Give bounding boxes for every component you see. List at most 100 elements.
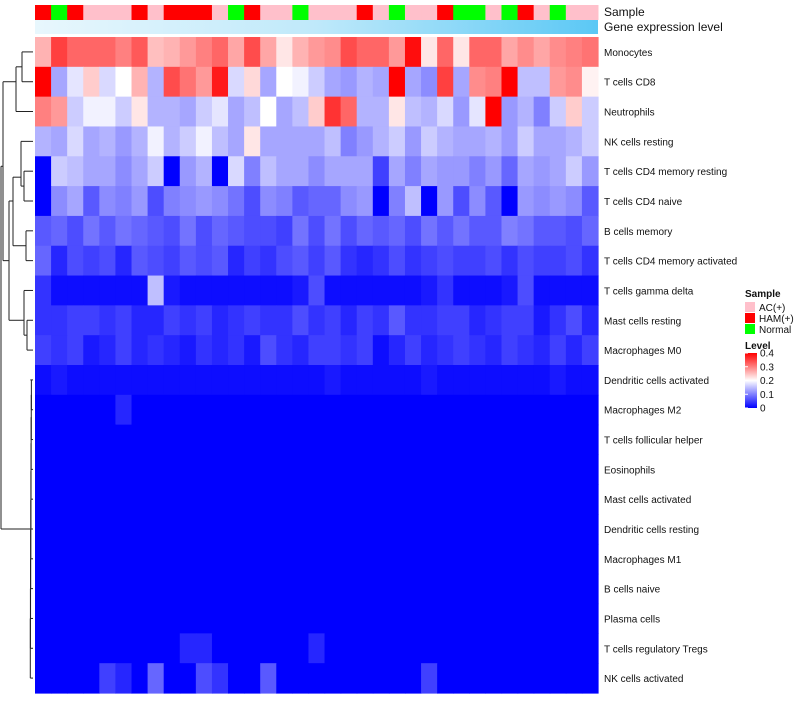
heatmap-cell xyxy=(211,126,229,157)
heatmap-cell xyxy=(421,543,438,575)
heatmap-cell xyxy=(324,514,342,545)
heatmap-cell xyxy=(67,365,84,396)
gene-expression-bar xyxy=(35,20,598,34)
heatmap-cell xyxy=(501,365,519,396)
heatmap-cell xyxy=(533,275,551,306)
heatmap-cell xyxy=(533,305,551,336)
heatmap-cell xyxy=(195,186,213,217)
heatmap-cell xyxy=(115,454,133,485)
heatmap-cell xyxy=(163,245,181,277)
heatmap-cell xyxy=(67,663,84,694)
heatmap-cell xyxy=(581,156,599,187)
heatmap-cell xyxy=(195,484,213,515)
heatmap-cell xyxy=(308,424,326,456)
heatmap-cell xyxy=(437,543,454,575)
heatmap-cell xyxy=(308,484,326,515)
sample-annotation-cell xyxy=(437,5,454,20)
heatmap-cell xyxy=(115,424,133,456)
heatmap-cell xyxy=(131,394,149,426)
heatmap-cell xyxy=(517,275,535,306)
heatmap-cell xyxy=(453,663,470,694)
heatmap-cell xyxy=(67,156,84,187)
heatmap-cell xyxy=(565,126,583,157)
heatmap-cell xyxy=(131,424,149,456)
heatmap-cell xyxy=(147,573,165,605)
heatmap-cell xyxy=(324,37,342,68)
row-label: Dendritic cells activated xyxy=(604,376,709,387)
heatmap-cell xyxy=(533,215,551,247)
heatmap-cell xyxy=(131,663,149,694)
heatmap-cell xyxy=(260,66,277,98)
sample-annotation-cell xyxy=(340,5,358,20)
heatmap-cell xyxy=(501,394,519,426)
heatmap-cell xyxy=(437,603,454,634)
heatmap-cell xyxy=(276,215,293,247)
row-label: B cells naive xyxy=(604,585,661,596)
heatmap-cell xyxy=(292,275,310,306)
heatmap-cell xyxy=(453,215,470,247)
heatmap-cell xyxy=(501,245,519,277)
heatmap-cell xyxy=(292,156,310,187)
heatmap-cell xyxy=(356,543,374,575)
sample-legend-label: AC(+) xyxy=(759,303,785,314)
heatmap-cell xyxy=(179,573,197,605)
heatmap-cell xyxy=(99,454,117,485)
heatmap-cell xyxy=(437,275,454,306)
heatmap-cell xyxy=(308,603,326,634)
heatmap-cell xyxy=(565,335,583,366)
heatmap-cell xyxy=(179,126,197,157)
heatmap-cell xyxy=(533,245,551,277)
heatmap-cell xyxy=(67,245,84,277)
heatmap-cell xyxy=(372,156,390,187)
heatmap-cell xyxy=(67,275,84,306)
heatmap-cell xyxy=(308,394,326,426)
heatmap-cell xyxy=(115,543,133,575)
heatmap-cell xyxy=(131,126,149,157)
heatmap-cell xyxy=(260,484,277,515)
heatmap-cell xyxy=(195,663,213,694)
heatmap-cell xyxy=(340,573,358,605)
heatmap-cell xyxy=(421,603,438,634)
heatmap-cell xyxy=(195,394,213,426)
heatmap-cell xyxy=(292,215,310,247)
heatmap-cell xyxy=(581,573,599,605)
heatmap-cell xyxy=(211,514,229,545)
heatmap-cell xyxy=(324,305,342,336)
heatmap-cell xyxy=(469,484,486,515)
row-label: T cells CD4 naive xyxy=(604,197,683,208)
heatmap-cell xyxy=(147,335,165,366)
heatmap-cell xyxy=(324,275,342,306)
heatmap-cell xyxy=(340,126,358,157)
heatmap-cell xyxy=(388,603,406,634)
heatmap-cell xyxy=(340,96,358,128)
heatmap-cell xyxy=(533,603,551,634)
heatmap-cell xyxy=(308,156,326,187)
heatmap-cell xyxy=(163,484,181,515)
heatmap-cell xyxy=(99,126,117,157)
heatmap-cell xyxy=(388,663,406,694)
heatmap-cell xyxy=(67,37,84,68)
heatmap-cell xyxy=(453,275,470,306)
heatmap-cell xyxy=(501,484,519,515)
heatmap-cell xyxy=(51,394,68,426)
heatmap-cell xyxy=(51,543,68,575)
heatmap-cell xyxy=(228,66,245,98)
heatmap-cell xyxy=(340,335,358,366)
heatmap-cell xyxy=(437,424,454,456)
heatmap-cell xyxy=(51,66,68,98)
heatmap-cell xyxy=(581,424,599,456)
heatmap-cell xyxy=(485,543,503,575)
heatmap-cell xyxy=(35,573,52,605)
heatmap-cell xyxy=(356,66,374,98)
heatmap-cell xyxy=(83,484,100,515)
heatmap-cell xyxy=(485,275,503,306)
heatmap-cell xyxy=(51,305,68,336)
heatmap-cell xyxy=(533,126,551,157)
heatmap-cell xyxy=(115,365,133,396)
level-tick-label: 0.1 xyxy=(760,390,774,401)
heatmap-cell xyxy=(549,245,567,277)
heatmap-cell xyxy=(35,514,52,545)
heatmap-cell xyxy=(372,514,390,545)
heatmap-cell xyxy=(83,424,100,456)
